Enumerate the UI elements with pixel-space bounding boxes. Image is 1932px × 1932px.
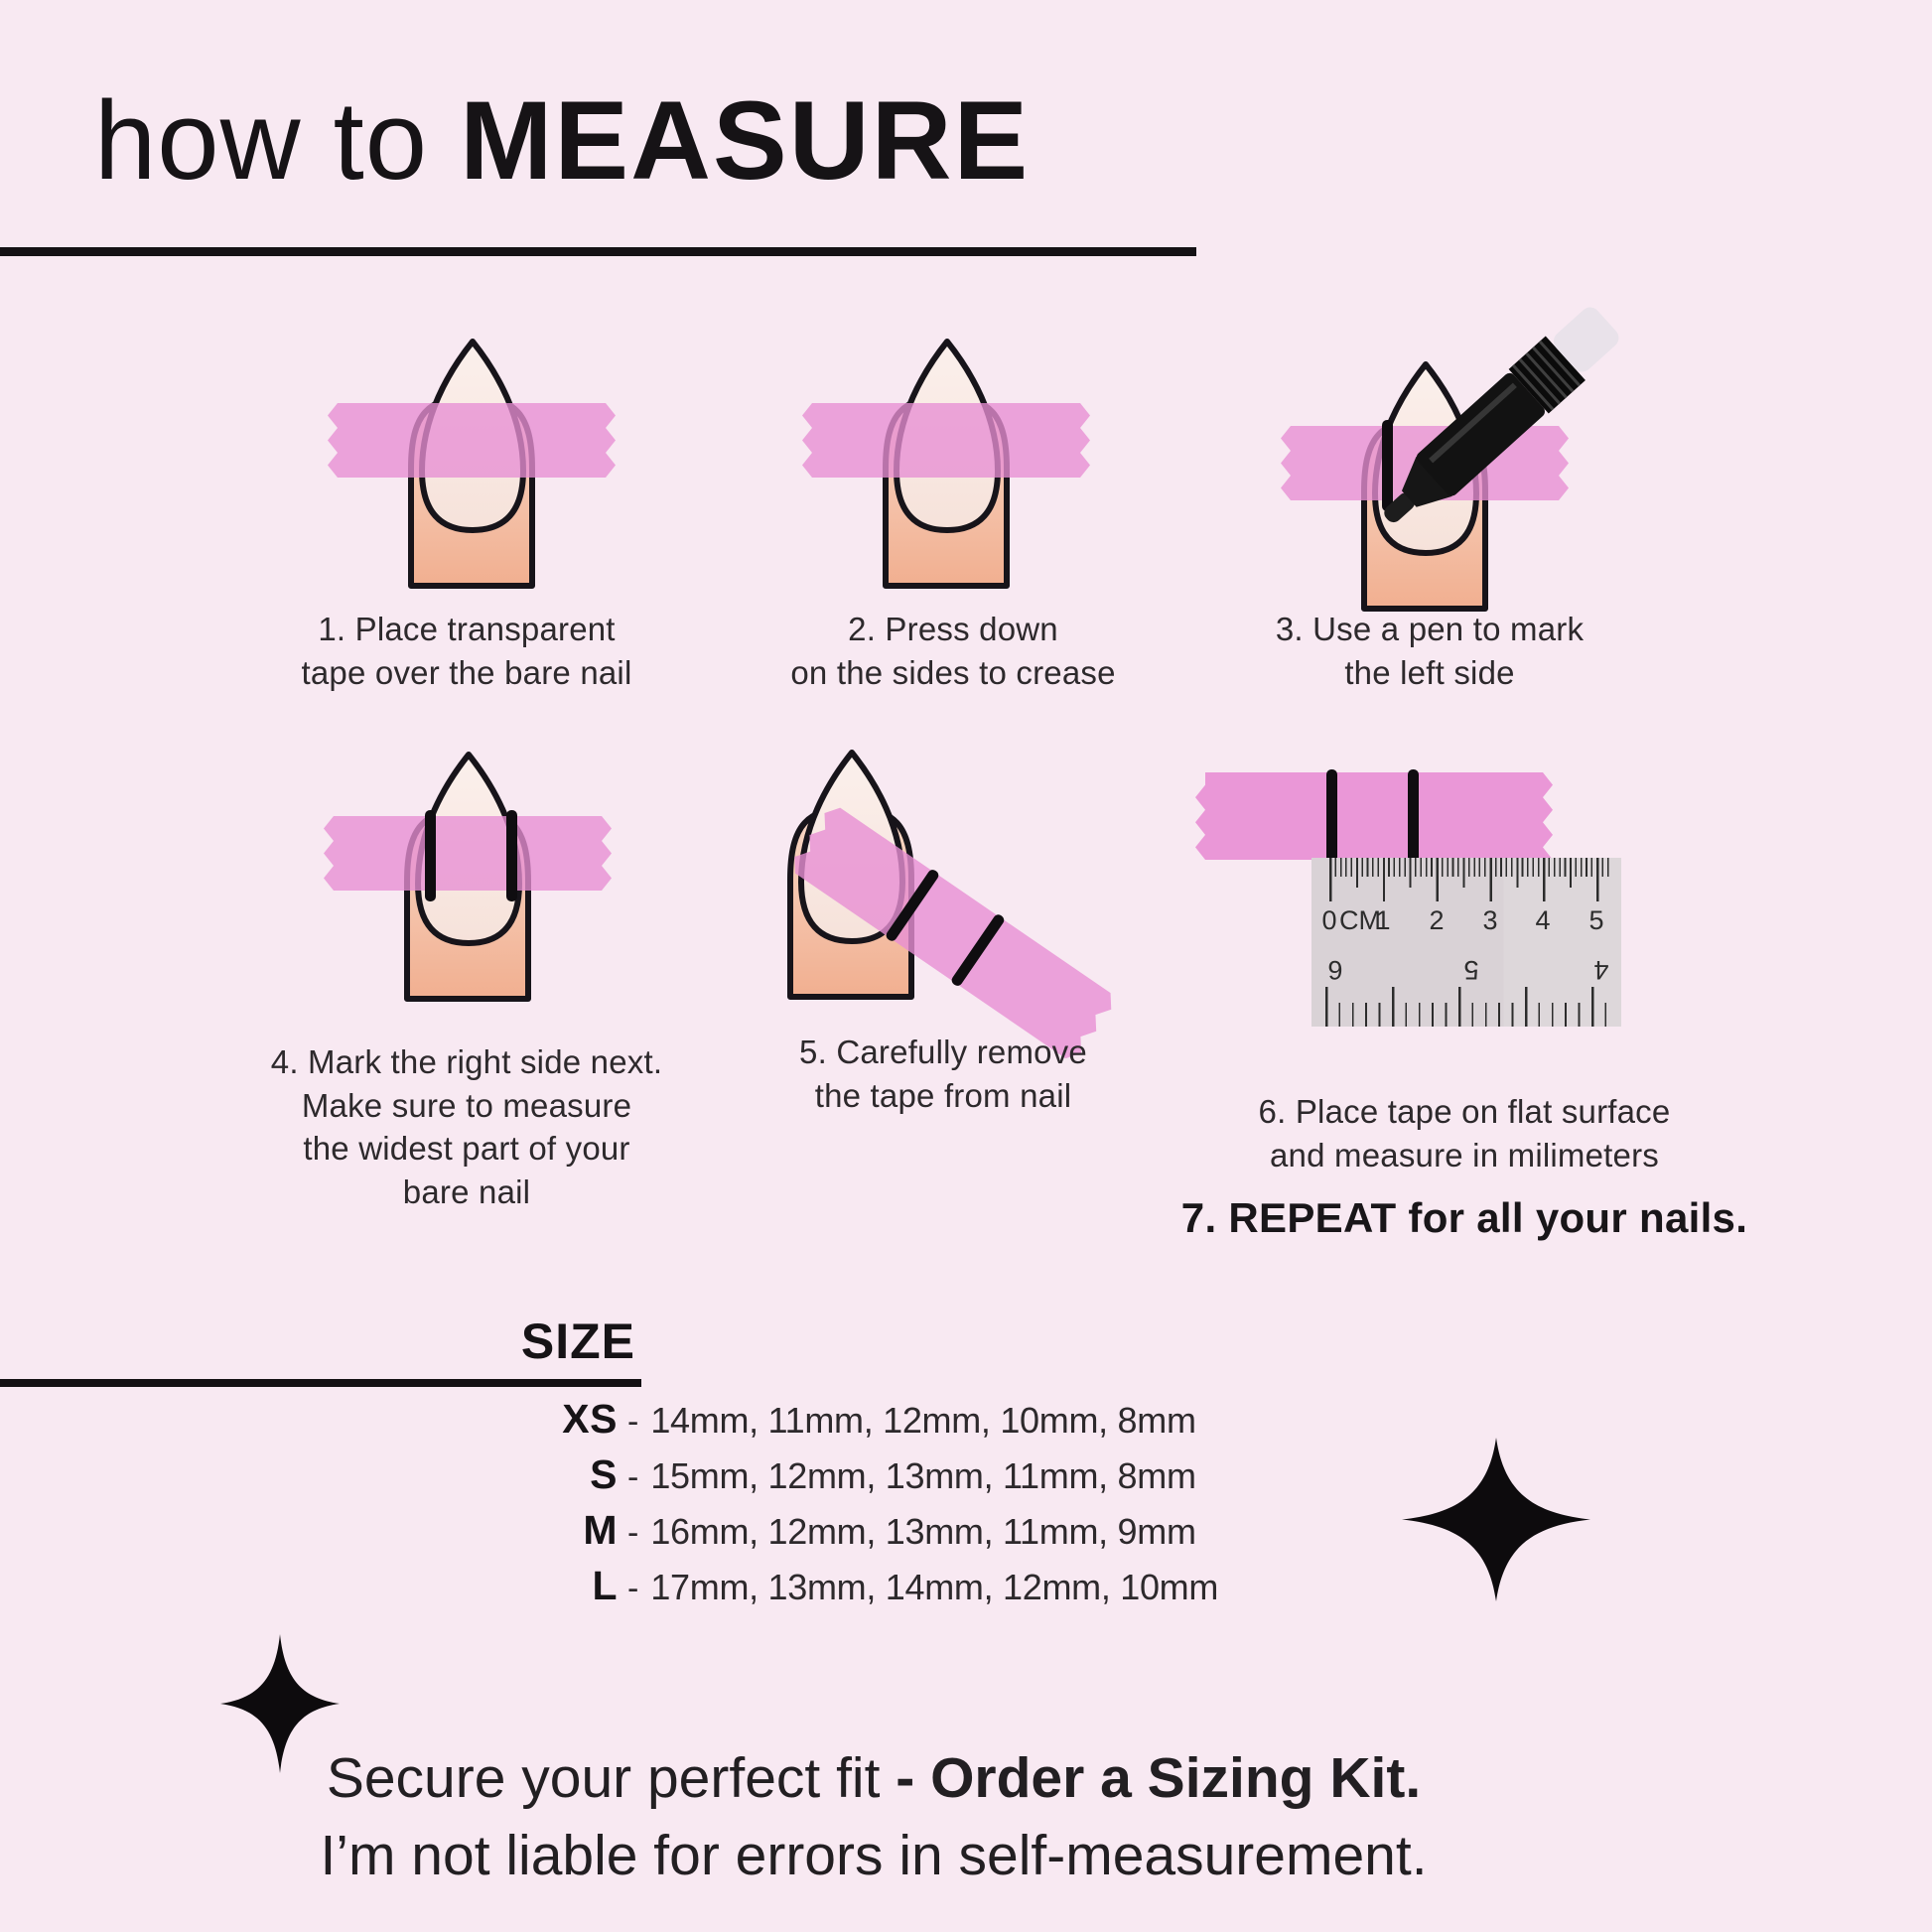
- size-row-xs: XS - 14mm, 11mm, 12mm, 10mm, 8mm: [0, 1396, 1932, 1451]
- size-separator: -: [627, 1514, 639, 1552]
- size-label: M: [583, 1507, 618, 1553]
- marker-pen-icon: [1384, 307, 1619, 523]
- ruler-label: 3: [1482, 905, 1498, 935]
- step7-caption: 7. REPEAT for all your nails.: [1180, 1194, 1748, 1241]
- step2-caption: 2. Press down on the sides to crease: [790, 611, 1116, 691]
- size-row-m: M - 16mm, 12mm, 13mm, 11mm, 9mm: [0, 1507, 1932, 1563]
- left-pen-mark: [425, 810, 436, 901]
- title-emphasis: MEASURE: [460, 78, 1031, 203]
- right-pen-mark: [1408, 769, 1419, 863]
- ruler-label: 0: [1321, 905, 1337, 935]
- footer-line1: Secure your perfect fit - Order a Sizing…: [40, 1745, 1708, 1811]
- step1-caption: 1. Place transparent tape over the bare …: [301, 611, 632, 691]
- left-pen-mark: [1326, 769, 1337, 863]
- footer-line2: I’m not liable for errors in self-measur…: [320, 1824, 1428, 1887]
- footer-line1-regular: Secure your perfect fit: [326, 1746, 881, 1810]
- size-label: XS: [562, 1396, 618, 1442]
- pen-grip-ridges: [1511, 340, 1582, 411]
- ruler-illustration: 0 CM 1 2 3 4 5 6 5 4: [1311, 858, 1621, 1027]
- size-separator: -: [627, 1403, 639, 1441]
- ruler-label: 1: [1375, 905, 1391, 935]
- footer: Secure your perfect fit - Order a Sizing…: [40, 1745, 1708, 1888]
- right-pen-mark: [951, 914, 1005, 986]
- tape-strip: [324, 816, 612, 891]
- size-table: XS - 14mm, 11mm, 12mm, 10mm, 8mm S - 15m…: [0, 1396, 1932, 1618]
- size-label: S: [590, 1451, 618, 1497]
- page-title: how to MEASURE: [94, 71, 1030, 210]
- ruler-label: 2: [1429, 905, 1445, 935]
- pen-cap: [1553, 307, 1619, 372]
- size-values: 14mm, 11mm, 12mm, 10mm, 8mm: [650, 1400, 1196, 1441]
- left-pen-mark: [886, 870, 939, 941]
- sparkle-icon: [220, 1634, 340, 1773]
- ruler-cm-ticks: [1329, 858, 1611, 901]
- tape-strip: [328, 403, 616, 478]
- ruler-unit-label: CM: [1339, 905, 1381, 935]
- size-heading: SIZE: [520, 1313, 635, 1369]
- step1-nail-tape-illustration: [328, 340, 616, 588]
- size-underline: [0, 1379, 641, 1387]
- ruler-bottom-label: 6: [1327, 955, 1343, 985]
- left-pen-mark: [1382, 420, 1393, 511]
- title-underline: [0, 247, 1196, 256]
- step3-nail-tape-illustration: [1281, 362, 1569, 611]
- peeled-tape-strip: [786, 802, 1119, 1064]
- step6-caption: 6. Place tape on flat surface and measur…: [1258, 1093, 1671, 1173]
- size-separator: -: [627, 1570, 639, 1607]
- step5-remove-tape-illustration: [786, 751, 1119, 1064]
- ruler-label: 5: [1588, 905, 1604, 935]
- step2-nail-tape-illustration: [802, 340, 1090, 588]
- size-values: 17mm, 13mm, 14mm, 12mm, 10mm: [650, 1567, 1219, 1607]
- size-values: 16mm, 12mm, 13mm, 11mm, 9mm: [650, 1511, 1196, 1552]
- size-row-l: L - 17mm, 13mm, 14mm, 12mm, 10mm: [0, 1563, 1932, 1618]
- step3-caption: 3. Use a pen to mark the left side: [1275, 611, 1585, 691]
- size-separator: -: [627, 1458, 639, 1496]
- pen-tip: [1384, 492, 1416, 523]
- tape-strip: [802, 403, 1090, 478]
- size-values: 15mm, 12mm, 13mm, 11mm, 8mm: [650, 1455, 1196, 1496]
- footer-line1-bold: - Order a Sizing Kit.: [896, 1746, 1422, 1810]
- ruler-bottom-label: 5: [1463, 955, 1479, 985]
- step6-tape-strip-illustration: [1195, 769, 1553, 863]
- sparkle-icon: [1402, 1438, 1590, 1601]
- title-prefix: how to: [94, 78, 428, 203]
- pen-cone: [1401, 456, 1452, 507]
- step4-nail-tape-illustration: [324, 753, 612, 1001]
- pen-highlight: [1429, 382, 1517, 464]
- step4-caption: 4. Mark the right side next. Make sure t…: [270, 1043, 663, 1210]
- pen-barrel: [1416, 372, 1545, 496]
- size-label: L: [592, 1563, 618, 1608]
- tape-strip: [1195, 772, 1553, 860]
- ruler-label: 4: [1535, 905, 1551, 935]
- size-row-s: S - 15mm, 12mm, 13mm, 11mm, 8mm: [0, 1451, 1932, 1507]
- step5-caption: 5. Carefully remove the tape from nail: [799, 1034, 1087, 1114]
- right-pen-mark: [506, 810, 517, 901]
- ruler-bottom-ticks: [1325, 987, 1611, 1027]
- ruler-bottom-label: 4: [1593, 955, 1609, 985]
